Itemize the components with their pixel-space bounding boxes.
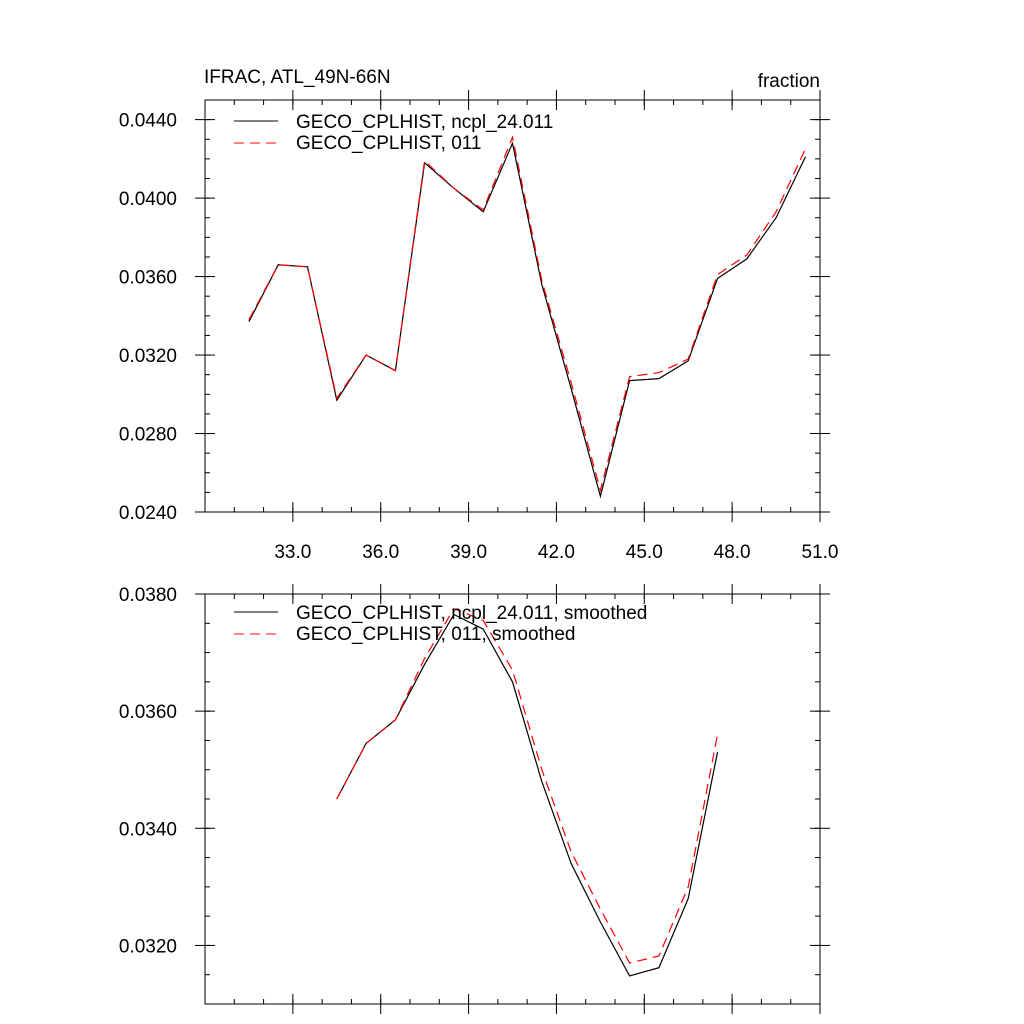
x-tick-label: 45.0	[626, 542, 663, 563]
top-panel-series	[248, 135, 806, 499]
y-tick-label: 0.0360	[119, 268, 177, 289]
legend-label-series-2: GECO_CPLHIST, 011	[296, 133, 482, 154]
x-tick-label: 51.0	[802, 542, 839, 563]
top-panel: IFRAC, ATL_49N-66N fraction 0.0240 0.0280…	[119, 67, 839, 563]
y-tick-label: 0.0240	[119, 503, 177, 524]
y-tick-label: 0.0440	[119, 111, 177, 132]
legend-label-smoothed-1: GECO_CPLHIST, ncpl_24.011, smoothed	[296, 603, 647, 624]
x-tick-label: 42.0	[538, 542, 575, 563]
y-tick-label: 0.0280	[119, 425, 177, 446]
y-tick-label: 0.0320	[119, 346, 177, 367]
x-tick-label: 48.0	[714, 542, 751, 563]
x-tick-label: 36.0	[362, 542, 399, 563]
legend-label-series-1: GECO_CPLHIST, ncpl_24.011	[296, 112, 553, 133]
bottom-panel: 0.0320 0.0340 0.0360 0.0380 GECO_CPLHIST, n…	[119, 584, 830, 1014]
x-tick-label: 33.0	[274, 542, 311, 563]
y-tick-label: 0.0320	[119, 936, 177, 957]
y-tick-label: 0.0380	[119, 585, 177, 606]
series-line-2	[248, 135, 806, 493]
top-panel-x-tick-labels: 33.0 36.0 39.0 42.0 45.0 48.0 51.0	[274, 542, 838, 563]
top-panel-ticks	[195, 90, 830, 522]
y-tick-label: 0.0400	[119, 189, 177, 210]
top-panel-legend: GECO_CPLHIST, ncpl_24.011 GECO_CPLHIST, …	[234, 112, 553, 154]
bottom-panel-frame	[204, 593, 821, 1005]
bottom-panel-ticks	[195, 584, 830, 1014]
x-tick-label: 39.0	[450, 542, 487, 563]
y-tick-label: 0.0340	[119, 819, 177, 840]
series-line-2	[336, 607, 719, 964]
top-panel-units-label: fraction	[758, 71, 820, 92]
bottom-panel-y-tick-labels: 0.0320 0.0340 0.0360 0.0380	[119, 585, 177, 957]
bottom-panel-series	[336, 607, 719, 977]
top-panel-title: IFRAC, ATL_49N-66N	[204, 67, 391, 88]
legend-label-smoothed-2: GECO_CPLHIST, 011, smoothed	[296, 624, 576, 645]
series-line-1	[248, 141, 806, 499]
top-panel-frame	[204, 99, 821, 513]
top-panel-y-tick-labels: 0.0240 0.0280 0.0320 0.0360 0.0400 0.0440	[119, 111, 177, 524]
y-tick-label: 0.0360	[119, 702, 177, 723]
series-line-1	[336, 613, 719, 977]
bottom-panel-legend: GECO_CPLHIST, ncpl_24.011, smoothed GECO…	[234, 603, 647, 645]
